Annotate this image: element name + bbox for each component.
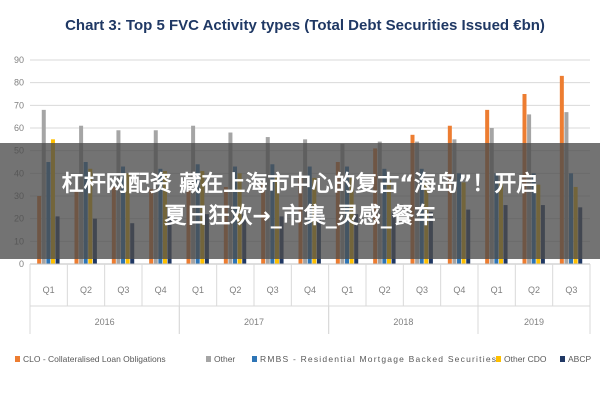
legend-swatch xyxy=(560,356,565,362)
x-tick-label: Q1 xyxy=(491,285,503,295)
y-tick-label: 70 xyxy=(14,100,24,110)
x-tick-label: Q1 xyxy=(43,285,55,295)
legend-swatch xyxy=(252,356,257,362)
legend: CLO - Collateralised Loan Obligations Oth… xyxy=(15,354,591,364)
legend-swatch xyxy=(496,356,501,362)
x-tick-label: Q4 xyxy=(155,285,167,295)
legend-label: RMBS - Residential Mortgage Backed Secur… xyxy=(260,354,496,364)
x-tick-label: Q1 xyxy=(341,285,353,295)
x-tick-label: Q2 xyxy=(379,285,391,295)
x-axis: Q1 Q2 Q3 Q4 Q1 Q2 Q3 Q4 Q1 Q2 Q3 Q4 Q1 Q2 Q3 2016 2017 20… xyxy=(29,263,591,334)
y-tick-label: 60 xyxy=(14,123,24,133)
x-tick-label: Q3 xyxy=(416,285,428,295)
year-label: 2018 xyxy=(393,317,413,327)
legend-swatch xyxy=(206,356,211,362)
x-tick-label: Q4 xyxy=(304,285,316,295)
y-tick-label: 90 xyxy=(14,55,24,65)
x-tick-label: Q2 xyxy=(80,285,92,295)
x-tick-label: Q3 xyxy=(117,285,129,295)
y-tick-label: 0 xyxy=(19,259,24,269)
year-label: 2017 xyxy=(244,317,264,327)
x-tick-label: Q2 xyxy=(229,285,241,295)
x-tick-label: Q3 xyxy=(565,285,577,295)
year-label: 2019 xyxy=(524,317,544,327)
promo-banner[interactable]: 杠杆网配资 藏在上海市中心的复古“海岛”！开启 夏日狂欢→_市集_灵感_餐车 xyxy=(0,143,600,259)
x-tick-label: Q3 xyxy=(267,285,279,295)
x-tick-label: Q1 xyxy=(192,285,204,295)
x-tick-label: Q4 xyxy=(453,285,465,295)
legend-label: ABCP xyxy=(568,354,591,364)
legend-swatch xyxy=(15,356,20,362)
banner-line-2: 夏日狂欢→_市集_灵感_餐车 xyxy=(164,204,436,229)
year-label: 2016 xyxy=(95,317,115,327)
legend-label: CLO - Collateralised Loan Obligations xyxy=(23,354,166,364)
legend-label: Other CDO xyxy=(504,354,547,364)
y-tick-label: 80 xyxy=(14,78,24,88)
x-tick-label: Q2 xyxy=(528,285,540,295)
chart-title: Chart 3: Top 5 FVC Activity types (Total… xyxy=(65,17,545,34)
legend-label: Other xyxy=(214,354,235,364)
banner-line-1: 杠杆网配资 藏在上海市中心的复古“海岛”！开启 xyxy=(61,172,539,197)
